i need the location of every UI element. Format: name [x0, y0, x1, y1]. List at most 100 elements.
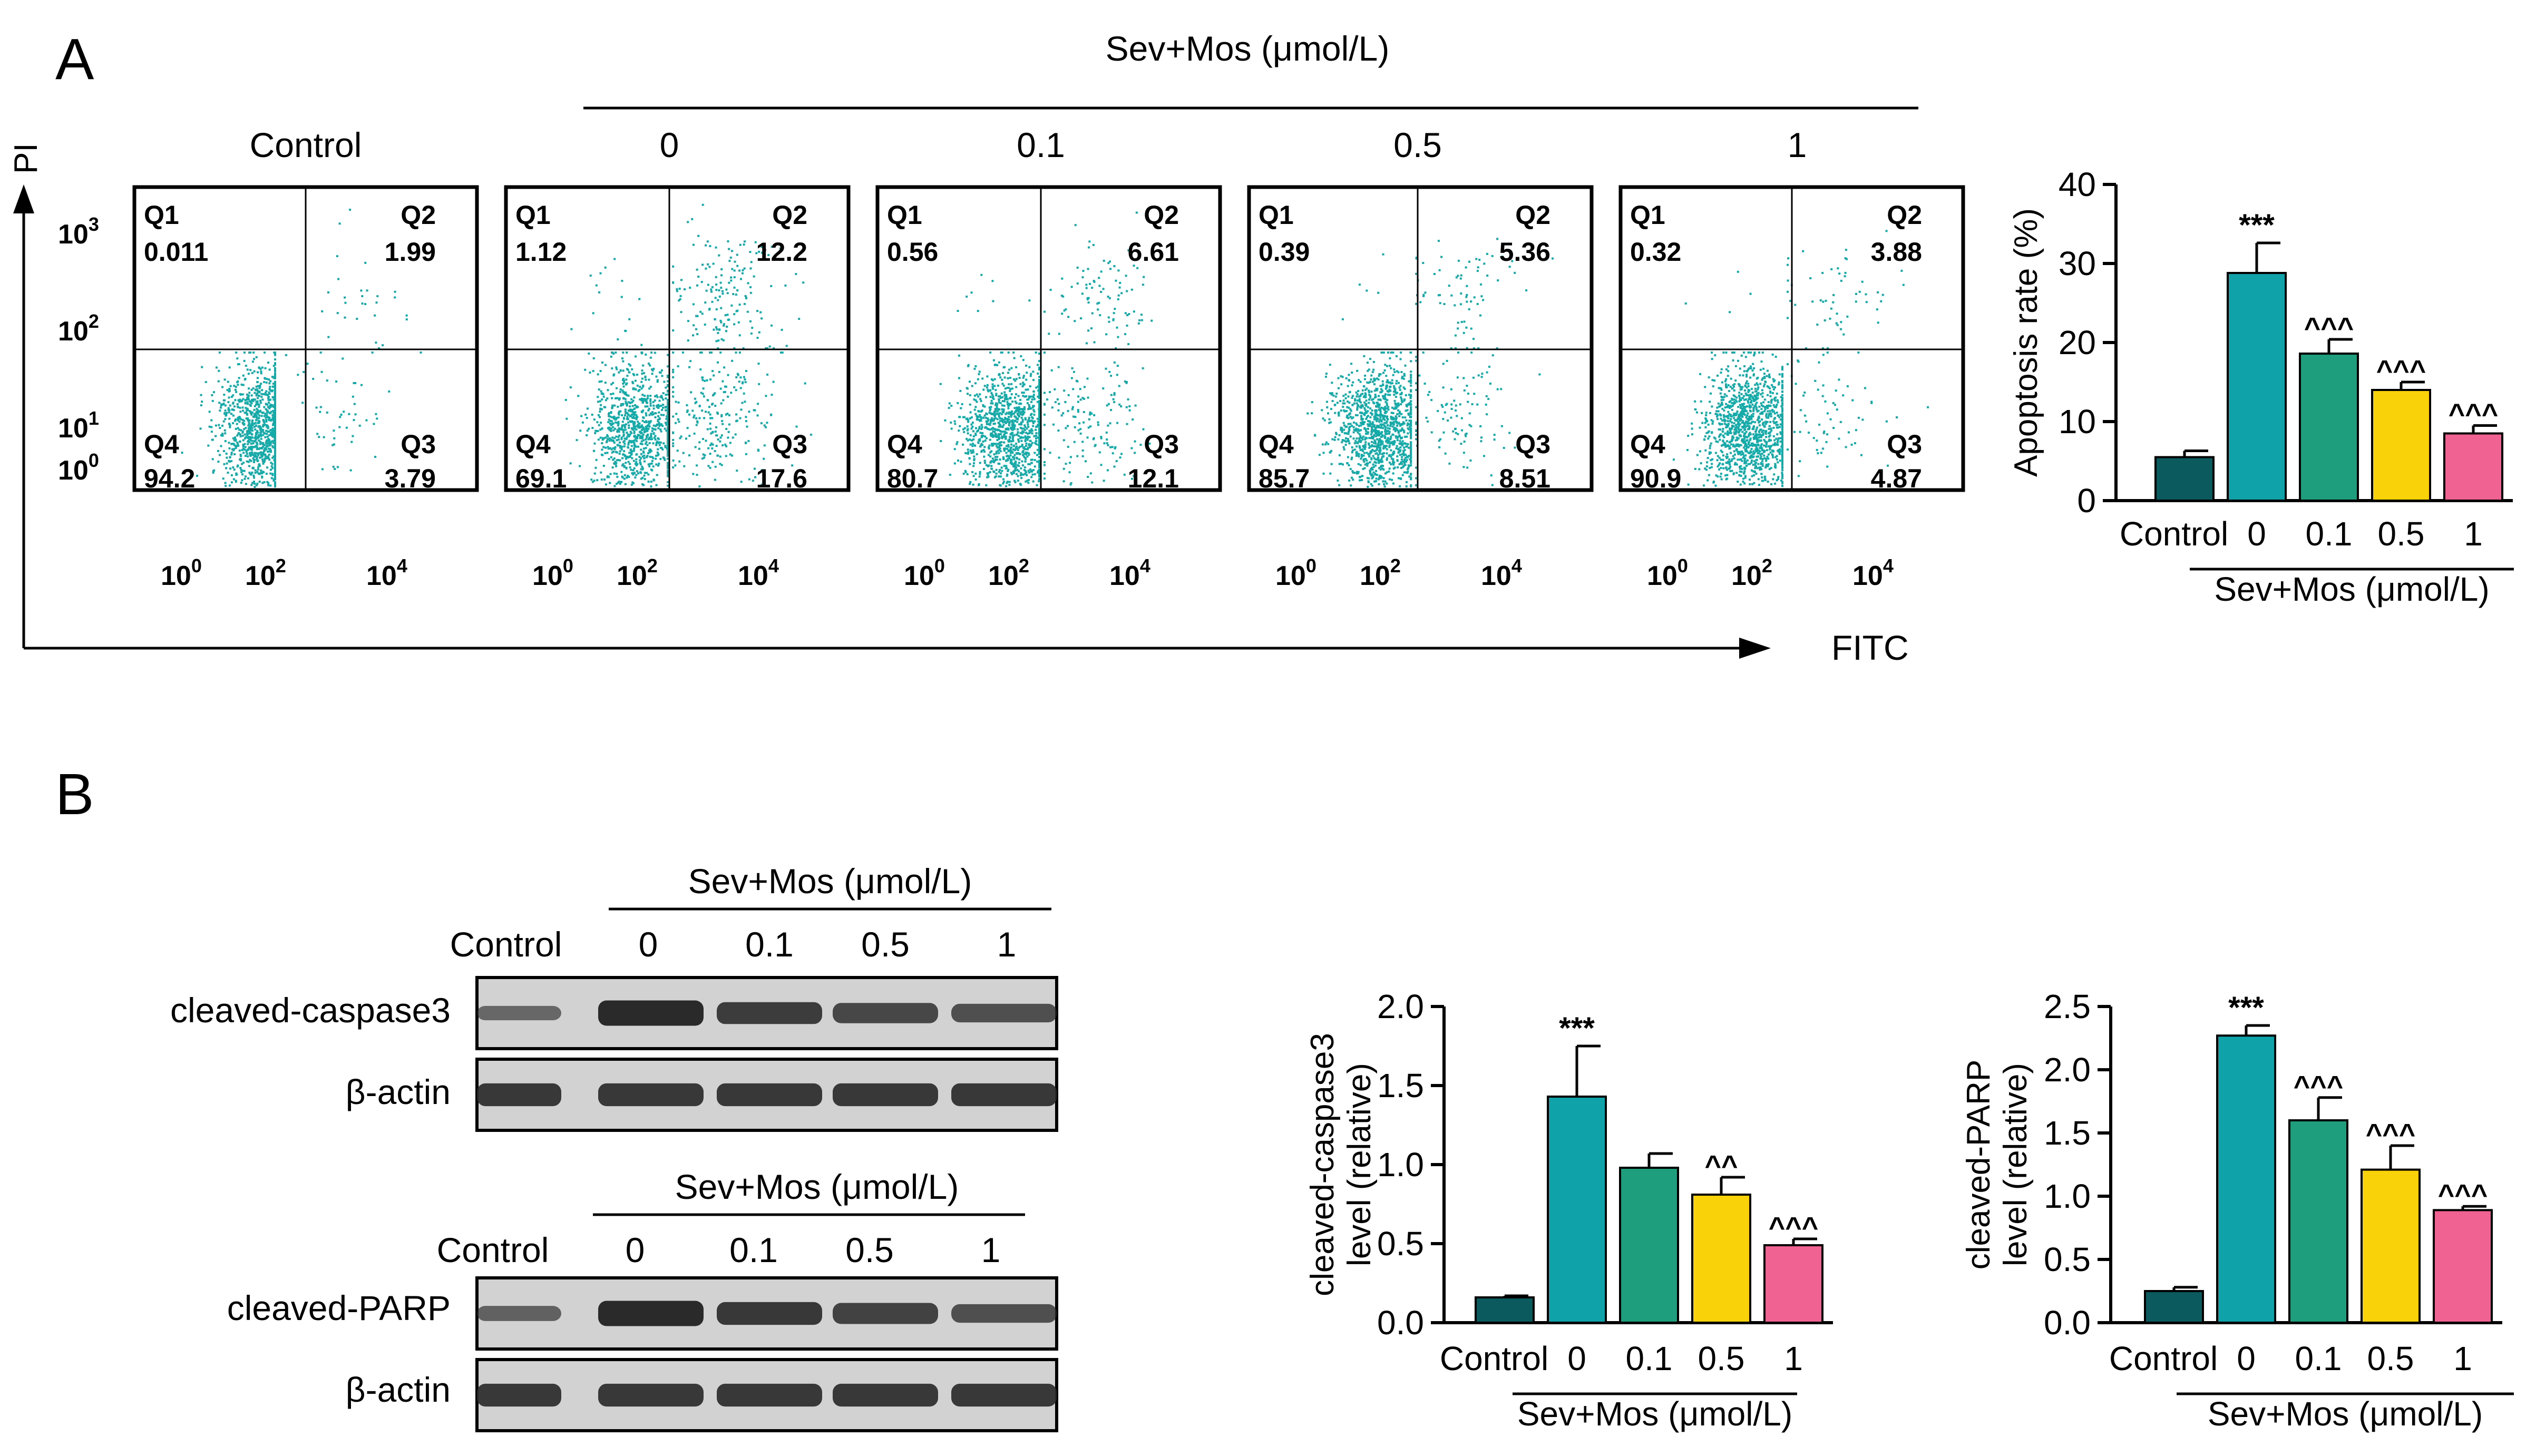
event-dot — [714, 392, 716, 395]
event-dot — [217, 449, 219, 452]
event-dot — [1035, 386, 1038, 389]
event-dot — [1028, 453, 1030, 456]
event-dot — [647, 395, 649, 397]
event-dot — [599, 411, 601, 413]
event-dot — [1403, 399, 1406, 402]
event-dot — [1082, 270, 1085, 272]
event-dot — [607, 389, 609, 392]
event-dot — [667, 440, 669, 442]
event-dot — [633, 430, 636, 433]
event-dot — [1130, 477, 1133, 480]
event-dot — [632, 473, 635, 476]
event-dot — [249, 412, 252, 414]
event-dot — [614, 418, 617, 421]
event-dot — [1329, 392, 1332, 395]
event-dot — [978, 427, 980, 430]
event-dot — [350, 441, 353, 443]
event-dot — [727, 431, 730, 433]
event-dot — [616, 439, 618, 442]
event-dot — [962, 428, 964, 431]
event-dot — [255, 394, 258, 397]
event-dot — [1322, 417, 1324, 420]
event-dot — [986, 413, 988, 415]
event-dot — [272, 409, 275, 412]
event-dot — [972, 435, 975, 437]
event-dot — [626, 375, 629, 377]
event-dot — [1091, 312, 1094, 315]
event-dot — [667, 442, 669, 444]
event-dot — [246, 368, 249, 371]
event-dot — [714, 465, 717, 468]
event-dot — [1133, 265, 1135, 267]
event-dot — [1004, 418, 1007, 421]
flow-plot-title: Control — [250, 125, 362, 164]
event-dot — [1005, 460, 1008, 462]
event-dot — [677, 401, 680, 404]
event-dot — [1017, 438, 1020, 441]
event-dot — [754, 241, 757, 243]
event-dot — [1016, 457, 1019, 460]
event-dot — [1028, 404, 1030, 406]
event-dot — [1380, 385, 1382, 387]
event-dot — [1370, 483, 1372, 485]
event-dot — [1379, 408, 1381, 411]
event-dot — [1010, 443, 1012, 446]
event-dot — [1038, 449, 1040, 452]
event-dot — [1011, 419, 1014, 422]
event-dot — [259, 443, 262, 445]
event-dot — [640, 428, 643, 431]
event-dot — [982, 435, 984, 437]
event-dot — [220, 445, 222, 447]
event-dot — [1350, 363, 1353, 365]
event-dot — [269, 398, 271, 401]
event-dot — [1007, 377, 1009, 379]
event-dot — [633, 435, 636, 437]
event-dot — [640, 432, 642, 435]
event-dot — [263, 406, 266, 408]
event-dot — [754, 409, 756, 412]
event-dot — [622, 463, 625, 465]
event-dot — [1107, 403, 1110, 405]
event-dot — [651, 430, 654, 432]
event-dot — [664, 422, 667, 424]
event-dot — [637, 472, 639, 475]
q4-name: Q4 — [515, 429, 551, 459]
event-dot — [1378, 404, 1381, 406]
event-dot — [611, 367, 613, 370]
event-dot — [623, 445, 626, 448]
event-dot — [1375, 470, 1377, 472]
event-dot — [998, 434, 1000, 437]
event-dot — [637, 425, 639, 428]
event-dot — [1379, 441, 1382, 443]
event-dot — [274, 352, 276, 355]
event-dot — [248, 436, 250, 438]
event-dot — [1400, 398, 1403, 400]
event-dot — [274, 358, 276, 361]
event-dot — [667, 422, 669, 425]
event-dot — [1375, 387, 1378, 390]
event-dot — [645, 430, 648, 433]
event-dot — [273, 432, 276, 435]
event-dot — [1012, 439, 1015, 442]
event-dot — [635, 464, 638, 467]
event-dot — [598, 291, 600, 294]
event-dot — [1358, 433, 1361, 435]
event-dot — [1346, 462, 1349, 465]
event-dot — [1389, 389, 1392, 392]
event-dot — [262, 462, 265, 465]
event-dot — [1370, 374, 1373, 377]
event-dot — [1010, 419, 1013, 422]
event-dot — [695, 328, 697, 330]
event-dot — [1038, 400, 1040, 403]
event-dot — [992, 387, 994, 390]
event-dot — [267, 416, 269, 418]
event-dot — [970, 423, 973, 426]
event-dot — [677, 418, 679, 421]
event-dot — [1004, 387, 1007, 390]
event-dot — [704, 454, 706, 456]
event-dot — [1132, 418, 1134, 421]
event-dot — [1087, 396, 1089, 399]
event-dot — [987, 418, 989, 421]
event-dot — [1347, 385, 1349, 387]
event-dot — [1367, 485, 1369, 488]
